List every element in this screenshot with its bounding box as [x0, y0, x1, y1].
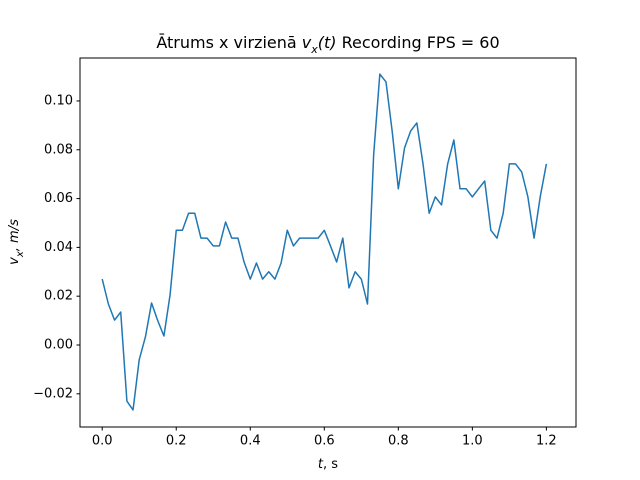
y-tick-label: 0.04 [44, 240, 73, 255]
x-tick-label: 0.6 [314, 434, 335, 449]
y-tick-label: 0.02 [44, 289, 73, 304]
plot-frame [79, 57, 577, 428]
x-tick-label: 0.8 [388, 434, 409, 449]
x-tick-label: 1.0 [462, 434, 483, 449]
x-tick-label: 1.2 [536, 434, 557, 449]
x-label-part: , s [323, 457, 338, 472]
y-label-part: v [7, 257, 22, 265]
title-part: x [310, 43, 318, 56]
x-tick-label: 0.0 [92, 434, 113, 449]
x-tick-label: 0.2 [166, 434, 187, 449]
x-tick-label: 0.4 [240, 434, 261, 449]
y-axis-label: vx, m/s [7, 219, 26, 265]
x-label-part: t [318, 457, 324, 472]
title-part: Ātrums x virzienā [156, 33, 301, 52]
title-part: v [302, 33, 312, 52]
title-part: (t) [318, 33, 337, 52]
chart-title: Ātrums x virzienā vx(t) Recording FPS = … [156, 33, 499, 56]
data-line [101, 73, 548, 411]
y-tick-label: 0.10 [44, 93, 73, 108]
y-label-part: , m/s [7, 219, 22, 251]
y-label-part: x [15, 251, 26, 258]
y-tick-label: 0.00 [44, 338, 73, 353]
y-tick-label: 0.06 [44, 191, 73, 206]
x-axis-label: t, s [318, 457, 338, 472]
title-part: Recording FPS = 60 [337, 33, 500, 52]
y-tick-label: −0.02 [33, 386, 73, 401]
y-tick-label: 0.08 [44, 142, 73, 157]
